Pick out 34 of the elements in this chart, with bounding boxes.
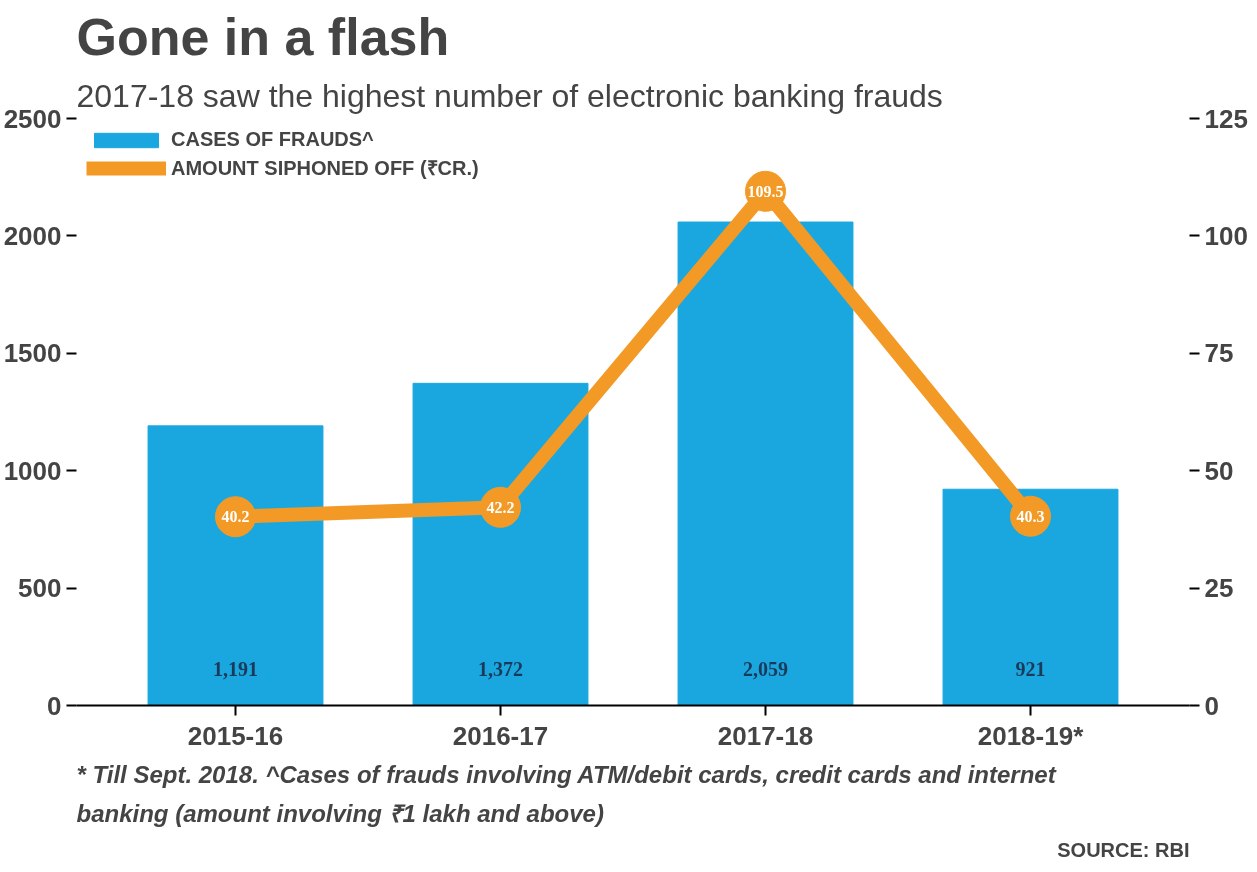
data-label: 2,059 xyxy=(743,657,788,680)
legend-label: CASES OF FRAUDS^ xyxy=(171,128,374,151)
x-tick-label: 2018-19* xyxy=(977,720,1085,751)
data-label: 42.2 xyxy=(486,498,515,516)
y-tick-label: 2500 xyxy=(3,103,62,134)
y2-tick-label: 50 xyxy=(1204,455,1234,486)
x-tick-label: 2017-18 xyxy=(717,720,814,751)
y-tick-label: 2000 xyxy=(3,220,62,251)
source-note: SOURCE: RBI xyxy=(1057,838,1190,861)
bar xyxy=(677,221,854,706)
x-tick-label: 2016-17 xyxy=(452,720,549,751)
data-label: 40.3 xyxy=(1016,507,1045,525)
text: * Till Sept. 2018. ^Cases of frauds involving ATM/debit cards, credit cards and internet banking (amount involving ₹1 lakh and above) xyxy=(76,760,1057,827)
x-tick-label: 2015-16 xyxy=(187,720,284,751)
data-label: 109.5 xyxy=(747,182,784,200)
y-tick-label: 500 xyxy=(18,573,62,604)
chart-title: Gone in a flash xyxy=(76,7,450,66)
data-label: 1,191 xyxy=(213,657,258,680)
chart-subtitle: 2017-18 saw the highest number of electronic banking frauds xyxy=(76,77,943,114)
bar xyxy=(147,425,324,706)
y-tick-label: 1500 xyxy=(3,338,62,369)
y2-tick-label: 0 xyxy=(1204,690,1219,721)
y2-tick-label: 100 xyxy=(1204,220,1248,251)
data-label: 1,372 xyxy=(478,657,523,680)
legend-label: AMOUNT SIPHONED OFF (₹CR.) xyxy=(171,156,479,181)
data-label: 921 xyxy=(1015,657,1046,680)
bar xyxy=(942,488,1119,706)
y2-tick-label: 25 xyxy=(1204,573,1234,604)
y-tick-label: 1000 xyxy=(3,455,62,486)
y-tick-label: 0 xyxy=(47,690,62,721)
y2-tick-label: 75 xyxy=(1204,338,1234,369)
bar xyxy=(412,382,589,706)
data-label: 40.2 xyxy=(221,508,250,526)
y2-tick-label: 125 xyxy=(1204,103,1248,134)
